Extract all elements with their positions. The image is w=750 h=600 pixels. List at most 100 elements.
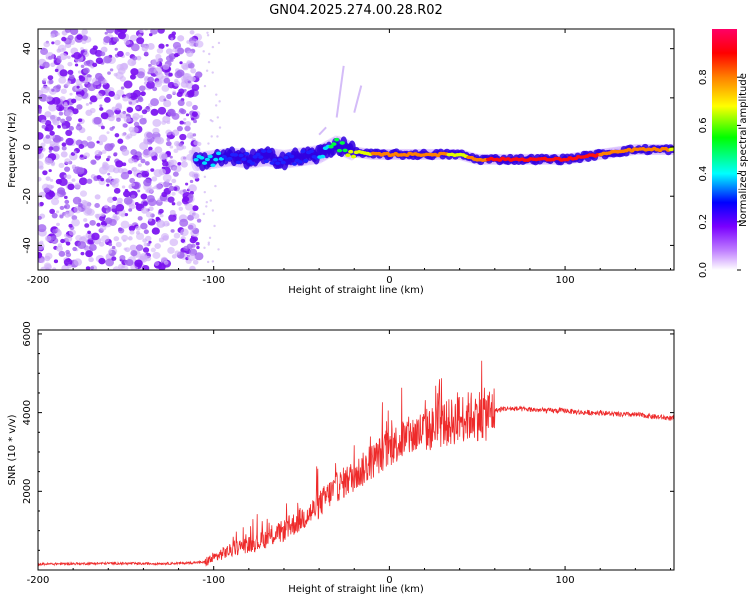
colorbar: 0.0 0.2 0.4 0.6 0.8 Normalized spectral ampl…: [698, 29, 749, 278]
noise-blob: [38, 251, 43, 259]
noise-blob: [165, 55, 173, 62]
noise-blob: [64, 199, 70, 204]
noise-blob: [84, 223, 90, 228]
noise-blob: [41, 124, 46, 129]
track-core: [342, 148, 348, 153]
noise-blob: [163, 260, 169, 265]
noise-blob: [187, 253, 196, 262]
noise-blob: [132, 89, 142, 98]
noise-blob: [122, 95, 129, 102]
noise-blob: [128, 157, 135, 164]
noise-blob: [48, 146, 54, 151]
noise-blob: [66, 55, 71, 59]
colorbar-gradient: [712, 29, 737, 270]
noise-blob: [168, 182, 173, 186]
noise-blob: [142, 238, 147, 243]
noise-blob: [42, 61, 50, 69]
snr-panel: -200 -100 0 100 2000 4000 6000 Height of stra…: [7, 321, 675, 595]
noise-blob: [134, 259, 143, 268]
noise-blob: [117, 227, 125, 234]
noise-blob: [87, 230, 91, 235]
track-core: [199, 156, 205, 160]
snr-x-tick-label-100: 100: [556, 575, 575, 586]
snr-background: [38, 330, 674, 570]
noise-blob: [134, 202, 139, 206]
noise-blob: [189, 209, 196, 216]
noise-blob: [112, 36, 119, 42]
track-core: [297, 160, 303, 164]
noise-blob: [192, 259, 199, 265]
noise-blob: [133, 121, 140, 127]
noise-blob: [217, 248, 220, 251]
noise-blob: [119, 254, 126, 261]
noise-blob: [67, 34, 74, 41]
noise-blob: [137, 174, 143, 179]
noise-blob: [172, 129, 180, 136]
track-core: [241, 157, 247, 162]
noise-blob: [63, 258, 73, 267]
noise-blob: [67, 69, 74, 75]
noise-blob: [185, 121, 191, 127]
noise-blob: [65, 82, 70, 87]
noise-blob: [158, 152, 168, 160]
noise-blob: [188, 184, 197, 193]
noise-blob: [82, 201, 91, 210]
track-core: [671, 146, 674, 151]
noise-blob: [39, 201, 44, 207]
track-core: [286, 152, 292, 156]
noise-blob: [132, 55, 138, 61]
noise-blob: [49, 130, 55, 136]
noise-blob: [67, 61, 73, 67]
noise-blob: [38, 224, 47, 233]
noise-blob: [121, 132, 126, 137]
noise-blob: [129, 203, 136, 210]
noise-blob: [179, 61, 183, 65]
noise-blob: [64, 212, 71, 218]
noise-blob: [58, 111, 64, 116]
noise-blob: [111, 256, 117, 261]
noise-blob: [137, 216, 143, 221]
noise-blob: [44, 111, 52, 118]
noise-blob: [64, 166, 71, 172]
noise-blob: [38, 132, 44, 140]
noise-blob: [137, 163, 142, 167]
noise-blob: [189, 265, 196, 270]
noise-blob: [107, 196, 115, 203]
spectrogram-x-ticks: -200 -100 0 100: [27, 29, 671, 286]
noise-blob: [63, 101, 68, 106]
noise-blob: [56, 48, 62, 53]
noise-blob: [72, 166, 76, 170]
colorbar-tick-label-0.8: 0.8: [698, 69, 709, 85]
noise-blob: [191, 84, 200, 92]
noise-blob: [44, 255, 51, 262]
noise-blob: [128, 225, 136, 232]
noise-blob: [147, 65, 157, 74]
spectrogram-y-tick-label--20: -20: [22, 188, 33, 204]
noise-blob: [137, 95, 143, 101]
noise-blob: [205, 69, 209, 72]
noise-blob: [157, 29, 165, 34]
noise-blob: [216, 135, 219, 138]
noise-blob: [168, 185, 175, 192]
noise-blob: [58, 250, 66, 257]
track-core: [280, 160, 286, 165]
noise-blob: [104, 31, 108, 35]
noise-blob: [141, 43, 146, 48]
noise-blob: [140, 158, 146, 164]
noise-blob: [146, 194, 155, 203]
noise-blob: [84, 80, 89, 85]
noise-blob: [96, 140, 100, 144]
noise-blob: [85, 266, 91, 270]
figure-title: GN04.2025.274.00.28.R02: [269, 3, 443, 18]
noise-blob: [207, 60, 211, 64]
noise-blob: [43, 41, 51, 48]
spectrogram-xlabel: Height of straight line (km): [288, 285, 424, 296]
noise-blob: [106, 157, 110, 162]
noise-blob: [171, 254, 177, 259]
noise-blob: [39, 165, 44, 170]
noise-blob: [129, 34, 138, 42]
track-core: [277, 157, 284, 162]
noise-blob: [63, 195, 68, 200]
track-core: [255, 152, 261, 157]
